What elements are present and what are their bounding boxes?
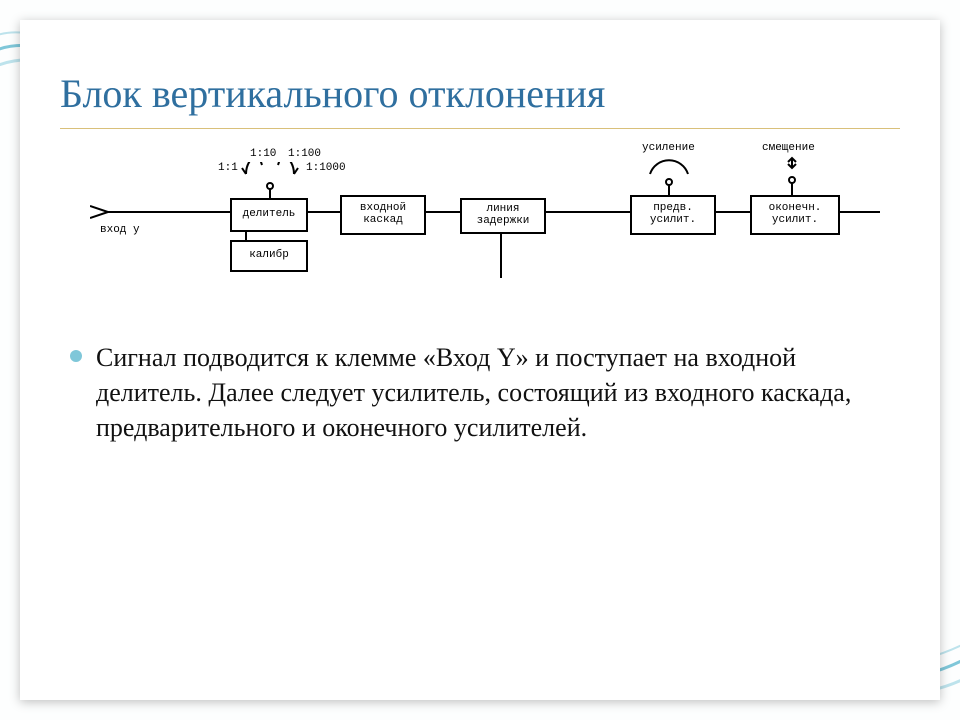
gain-label: усиление [642,142,695,154]
block-preamp: предв. усилит. [630,195,716,235]
block-delay-line: линия задержки [460,198,546,234]
wire-branch [500,228,502,278]
block-diagram: вход y 1:1 1:10 1:100 1:1000 [90,140,890,280]
bullet-dot-icon [70,350,82,362]
ratio-1-1: 1:1 [218,162,238,174]
ratio-1-100: 1:100 [288,148,321,160]
presentation-stage: Блок вертикального отклонения вход y 1:1 [0,0,960,720]
block-divider: делитель [230,198,308,232]
input-arrow-icon [90,200,150,224]
gain-dial-icon [646,158,692,196]
bullet-text: Сигнал подводится к клемме «Вход Y» и по… [96,340,890,445]
ratio-1-10: 1:10 [250,148,276,160]
wire [148,211,230,213]
wire [538,211,630,213]
block-final-amp: оконечн. усилит. [750,195,840,235]
slide-title: Блок вертикального отклонения [60,70,605,117]
ratio-1-1000: 1:1000 [306,162,346,174]
offset-knob-icon [780,156,804,196]
input-label: вход y [100,224,140,236]
title-underline [60,128,900,129]
selector-dial-icon [240,162,300,198]
bullet-item: Сигнал подводится к клемме «Вход Y» и по… [70,340,890,445]
offset-label: смещение [762,142,815,154]
block-input-stage: входной каскад [340,195,426,235]
block-calib: калибр [230,240,308,272]
slide-card: Блок вертикального отклонения вход y 1:1 [20,20,940,700]
